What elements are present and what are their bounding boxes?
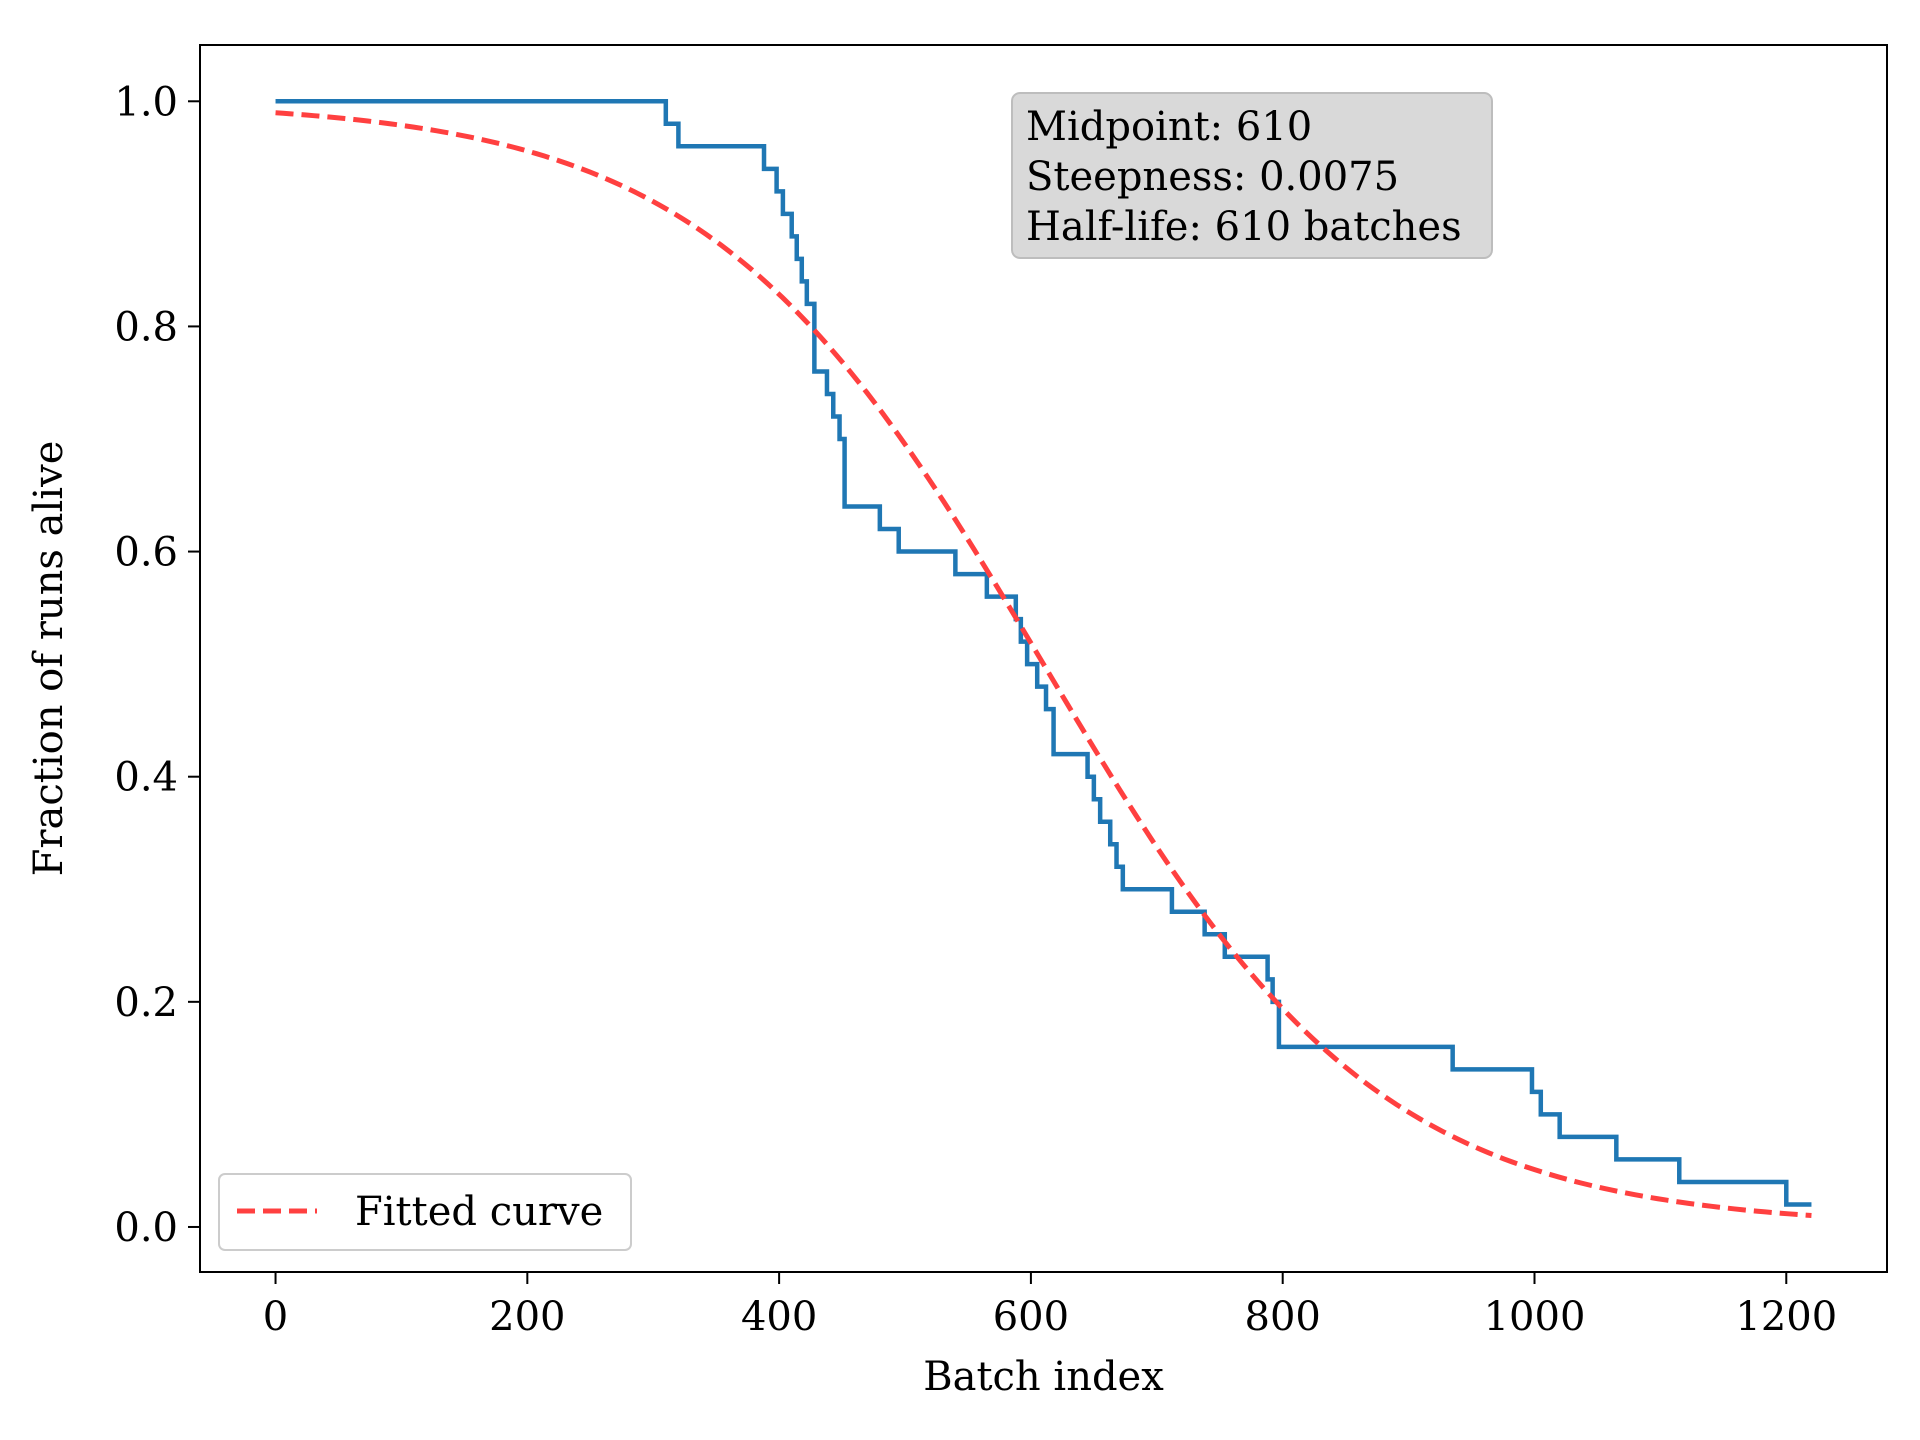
legend-label-fitted-curve: Fitted curve bbox=[355, 1189, 603, 1235]
fitted-curve-line bbox=[275, 110, 1812, 1218]
observed-survival-step-line bbox=[275, 99, 1812, 1207]
plot-frame bbox=[199, 44, 1888, 1273]
x-axis-title: Batch index bbox=[923, 1354, 1164, 1400]
series-group bbox=[275, 99, 1812, 1218]
x-tick-label: 600 bbox=[993, 1294, 1069, 1340]
x-tick-label: 1200 bbox=[1735, 1294, 1837, 1340]
x-tick-label: 1000 bbox=[1484, 1294, 1586, 1340]
legend: Fitted curve bbox=[218, 1173, 632, 1251]
y-tick-label: 0.0 bbox=[114, 1205, 178, 1251]
annotation-line: Steepness: 0.0075 bbox=[1026, 154, 1399, 200]
y-tick-label: 0.6 bbox=[114, 530, 178, 576]
x-tick-label: 200 bbox=[489, 1294, 565, 1340]
legend-frame bbox=[218, 1173, 632, 1251]
y-tick-label: 0.2 bbox=[114, 980, 178, 1026]
x-tick-label: 400 bbox=[741, 1294, 817, 1340]
annotation-background bbox=[1011, 92, 1493, 259]
y-axis-title: Fraction of runs alive bbox=[26, 441, 72, 877]
y-tick-label: 0.8 bbox=[114, 304, 178, 350]
x-tick-label: 0 bbox=[263, 1294, 288, 1340]
annotation-line: Midpoint: 610 bbox=[1026, 104, 1312, 150]
y-tick-label: 0.4 bbox=[114, 755, 178, 801]
y-tick-label: 1.0 bbox=[114, 79, 178, 125]
x-tick-label: 800 bbox=[1245, 1294, 1321, 1340]
annotation-line: Half-life: 610 batches bbox=[1026, 204, 1462, 250]
